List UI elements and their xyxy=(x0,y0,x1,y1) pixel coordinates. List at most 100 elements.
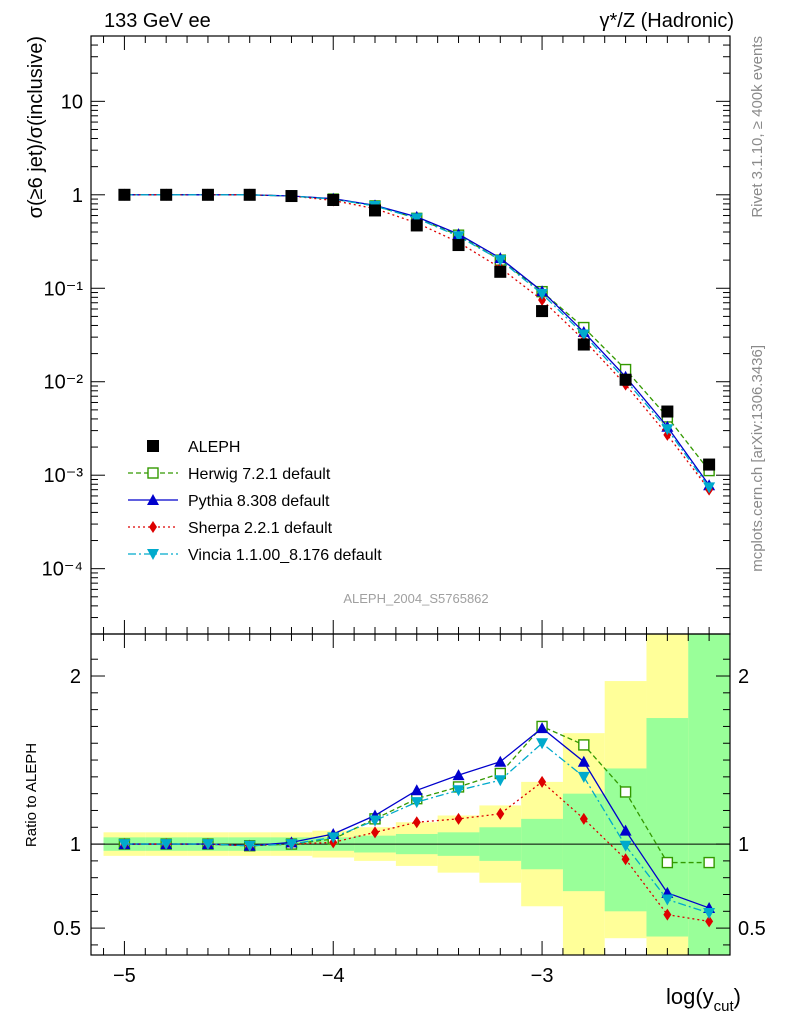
main-point-aleph xyxy=(243,188,256,201)
legend: ALEPH Herwig 7.2.1 default Pythia 8.308 de… xyxy=(128,439,382,564)
header-left: 133 GeV ee xyxy=(104,10,211,32)
ratio-point-vincia-1-1-00-8-176-default xyxy=(494,775,507,787)
ratio-point-sherpa-2-2-1-default xyxy=(454,812,463,825)
main-point-vincia-1-1-00-8-176-default xyxy=(536,288,549,300)
band-inner-bin xyxy=(688,634,730,955)
main-y-tick-label: 10⁻³ xyxy=(44,465,84,487)
main-point-aleph xyxy=(577,338,590,351)
ratio-panel-series xyxy=(118,720,716,928)
main-frame xyxy=(90,35,731,635)
x-tick-label: −5 xyxy=(113,965,136,987)
ratio-frame xyxy=(90,633,731,956)
main-y-tick-label: 10 xyxy=(61,91,83,113)
ratio-point-pythia-8-308-default xyxy=(452,769,465,781)
ratio-point-vincia-1-1-00-8-176-default xyxy=(452,785,465,797)
main-point-vincia-1-1-00-8-176-default xyxy=(452,231,465,243)
legend-marker-aleph xyxy=(147,440,159,452)
legend-label-herwig-7-2-1-default: Herwig 7.2.1 default xyxy=(188,466,331,483)
main-point-aleph xyxy=(118,188,131,201)
main-y-tick-label: 10⁻¹ xyxy=(44,278,84,300)
main-point-vincia-1-1-00-8-176-default xyxy=(661,424,674,436)
main-point-aleph xyxy=(619,373,632,386)
x-tick-label: −3 xyxy=(531,965,554,987)
ratio-y-tick-label: 0.5 xyxy=(53,918,81,940)
ratio-point-vincia-1-1-00-8-176-default xyxy=(410,797,423,809)
x-axis-label: log(ycut) xyxy=(666,984,741,1015)
main-point-aleph xyxy=(285,190,298,203)
mcplots-label: mcplots.cern.ch [arXiv:1306.3436] xyxy=(749,345,766,572)
main-point-aleph xyxy=(327,193,340,206)
main-point-aleph xyxy=(536,305,549,318)
ratio-point-vincia-1-1-00-8-176-default xyxy=(160,839,173,851)
main-panel-series xyxy=(118,188,716,496)
ratio-point-vincia-1-1-00-8-176-default xyxy=(536,738,549,750)
main-y-tick-label: 1 xyxy=(72,185,83,207)
ratio-point-vincia-1-1-00-8-176-default xyxy=(661,894,674,906)
ratio-point-vincia-1-1-00-8-176-default xyxy=(703,907,716,919)
legend-label-aleph: ALEPH xyxy=(188,439,240,456)
ratio-point-pythia-8-308-default xyxy=(577,755,590,767)
ratio-point-vincia-1-1-00-8-176-default xyxy=(118,839,131,851)
header-right: γ*/Z (Hadronic) xyxy=(600,10,734,32)
ratio-y-tick-label: 1 xyxy=(70,834,81,856)
ratio-point-vincia-1-1-00-8-176-default xyxy=(243,840,256,852)
ratio-point-sherpa-2-2-1-default xyxy=(663,908,672,921)
main-point-aleph xyxy=(661,405,674,418)
ratio-point-pythia-8-308-default xyxy=(410,784,423,796)
legend-marker-herwig-7-2-1-default xyxy=(147,467,159,479)
main-point-vincia-1-1-00-8-176-default xyxy=(577,329,590,341)
main-point-aleph xyxy=(201,188,214,201)
x-axis-label-close: ) xyxy=(734,984,741,1009)
main-line-herwig-7-2-1-default xyxy=(124,194,710,472)
main-point-aleph xyxy=(369,204,381,217)
main-ylabel: σ(≥6 jet)/σ(inclusive) xyxy=(25,36,47,218)
legend-label-pythia-8-308-default: Pythia 8.308 default xyxy=(188,493,330,510)
main-y-tick-label: 10⁻² xyxy=(44,372,84,394)
ratio-panel-axes: 0.5 0.5 1 1 2 2 −5 −4 −3 xyxy=(53,633,766,987)
ratio-point-sherpa-2-2-1-default xyxy=(538,775,547,788)
main-point-aleph xyxy=(160,188,173,201)
main-point-sherpa-2-2-1-default xyxy=(538,293,547,306)
ratio-point-vincia-1-1-00-8-176-default xyxy=(577,771,590,783)
legend-label-vincia-1-1-00-8-176-default: Vincia 1.1.00_8.176 default xyxy=(188,547,382,564)
rivet-label: Rivet 3.1.10, ≥ 400k events xyxy=(749,36,766,218)
analysis-watermark: ALEPH_2004_S5765862 xyxy=(343,591,488,606)
ratio-point-herwig-7-2-1-default xyxy=(578,739,590,751)
ratio-point-vincia-1-1-00-8-176-default xyxy=(201,839,214,851)
ratio-point-herwig-7-2-1-default xyxy=(661,856,674,869)
main-point-aleph xyxy=(703,458,716,471)
band-inner-bin xyxy=(562,793,605,892)
ratio-point-pythia-8-308-default xyxy=(619,824,632,836)
ratio-point-pythia-8-308-default xyxy=(494,755,507,767)
main-point-vincia-1-1-00-8-176-default xyxy=(410,213,423,225)
ratio-y-tick-label-right: 2 xyxy=(738,666,749,688)
ratio-ylabel: Ratio to ALEPH xyxy=(23,743,40,847)
legend-marker-pythia-8-308-default xyxy=(147,494,159,505)
ratio-point-sherpa-2-2-1-default xyxy=(496,807,505,820)
ratio-point-vincia-1-1-00-8-176-default xyxy=(619,840,632,852)
x-axis-label-main: log(y xyxy=(666,984,714,1009)
ratio-y-tick-label-right: 0.5 xyxy=(738,918,766,940)
ratio-line-sherpa-2-2-1-default xyxy=(124,781,710,923)
main-point-aleph xyxy=(410,219,423,232)
main-y-tick-label: 10⁻⁴ xyxy=(42,559,83,581)
ratio-point-sherpa-2-2-1-default xyxy=(412,816,421,829)
x-tick-label: −4 xyxy=(322,965,345,987)
ratio-point-herwig-7-2-1-default xyxy=(703,856,715,869)
legend-marker-sherpa-2-2-1-default xyxy=(149,521,157,533)
ratio-y-tick-label: 2 xyxy=(70,666,81,688)
ratio-point-sherpa-2-2-1-default xyxy=(371,826,379,839)
ratio-point-herwig-7-2-1-default xyxy=(619,786,632,798)
x-axis-label-sub: cut xyxy=(714,998,735,1015)
ratio-point-vincia-1-1-00-8-176-default xyxy=(327,832,340,844)
main-point-vincia-1-1-00-8-176-default xyxy=(703,482,716,494)
ratio-point-sherpa-2-2-1-default xyxy=(705,915,714,928)
ratio-y-tick-label-right: 1 xyxy=(738,834,749,856)
ratio-point-vincia-1-1-00-8-176-default xyxy=(285,839,298,851)
legend-marker-vincia-1-1-00-8-176-default xyxy=(147,549,159,560)
main-point-vincia-1-1-00-8-176-default xyxy=(494,255,507,267)
legend-label-sherpa-2-2-1-default: Sherpa 2.2.1 default xyxy=(188,520,333,537)
main-point-aleph xyxy=(452,239,465,252)
main-panel-axes: 10 1 10⁻¹ 10⁻² 10⁻³ 10⁻⁴ xyxy=(42,35,731,635)
